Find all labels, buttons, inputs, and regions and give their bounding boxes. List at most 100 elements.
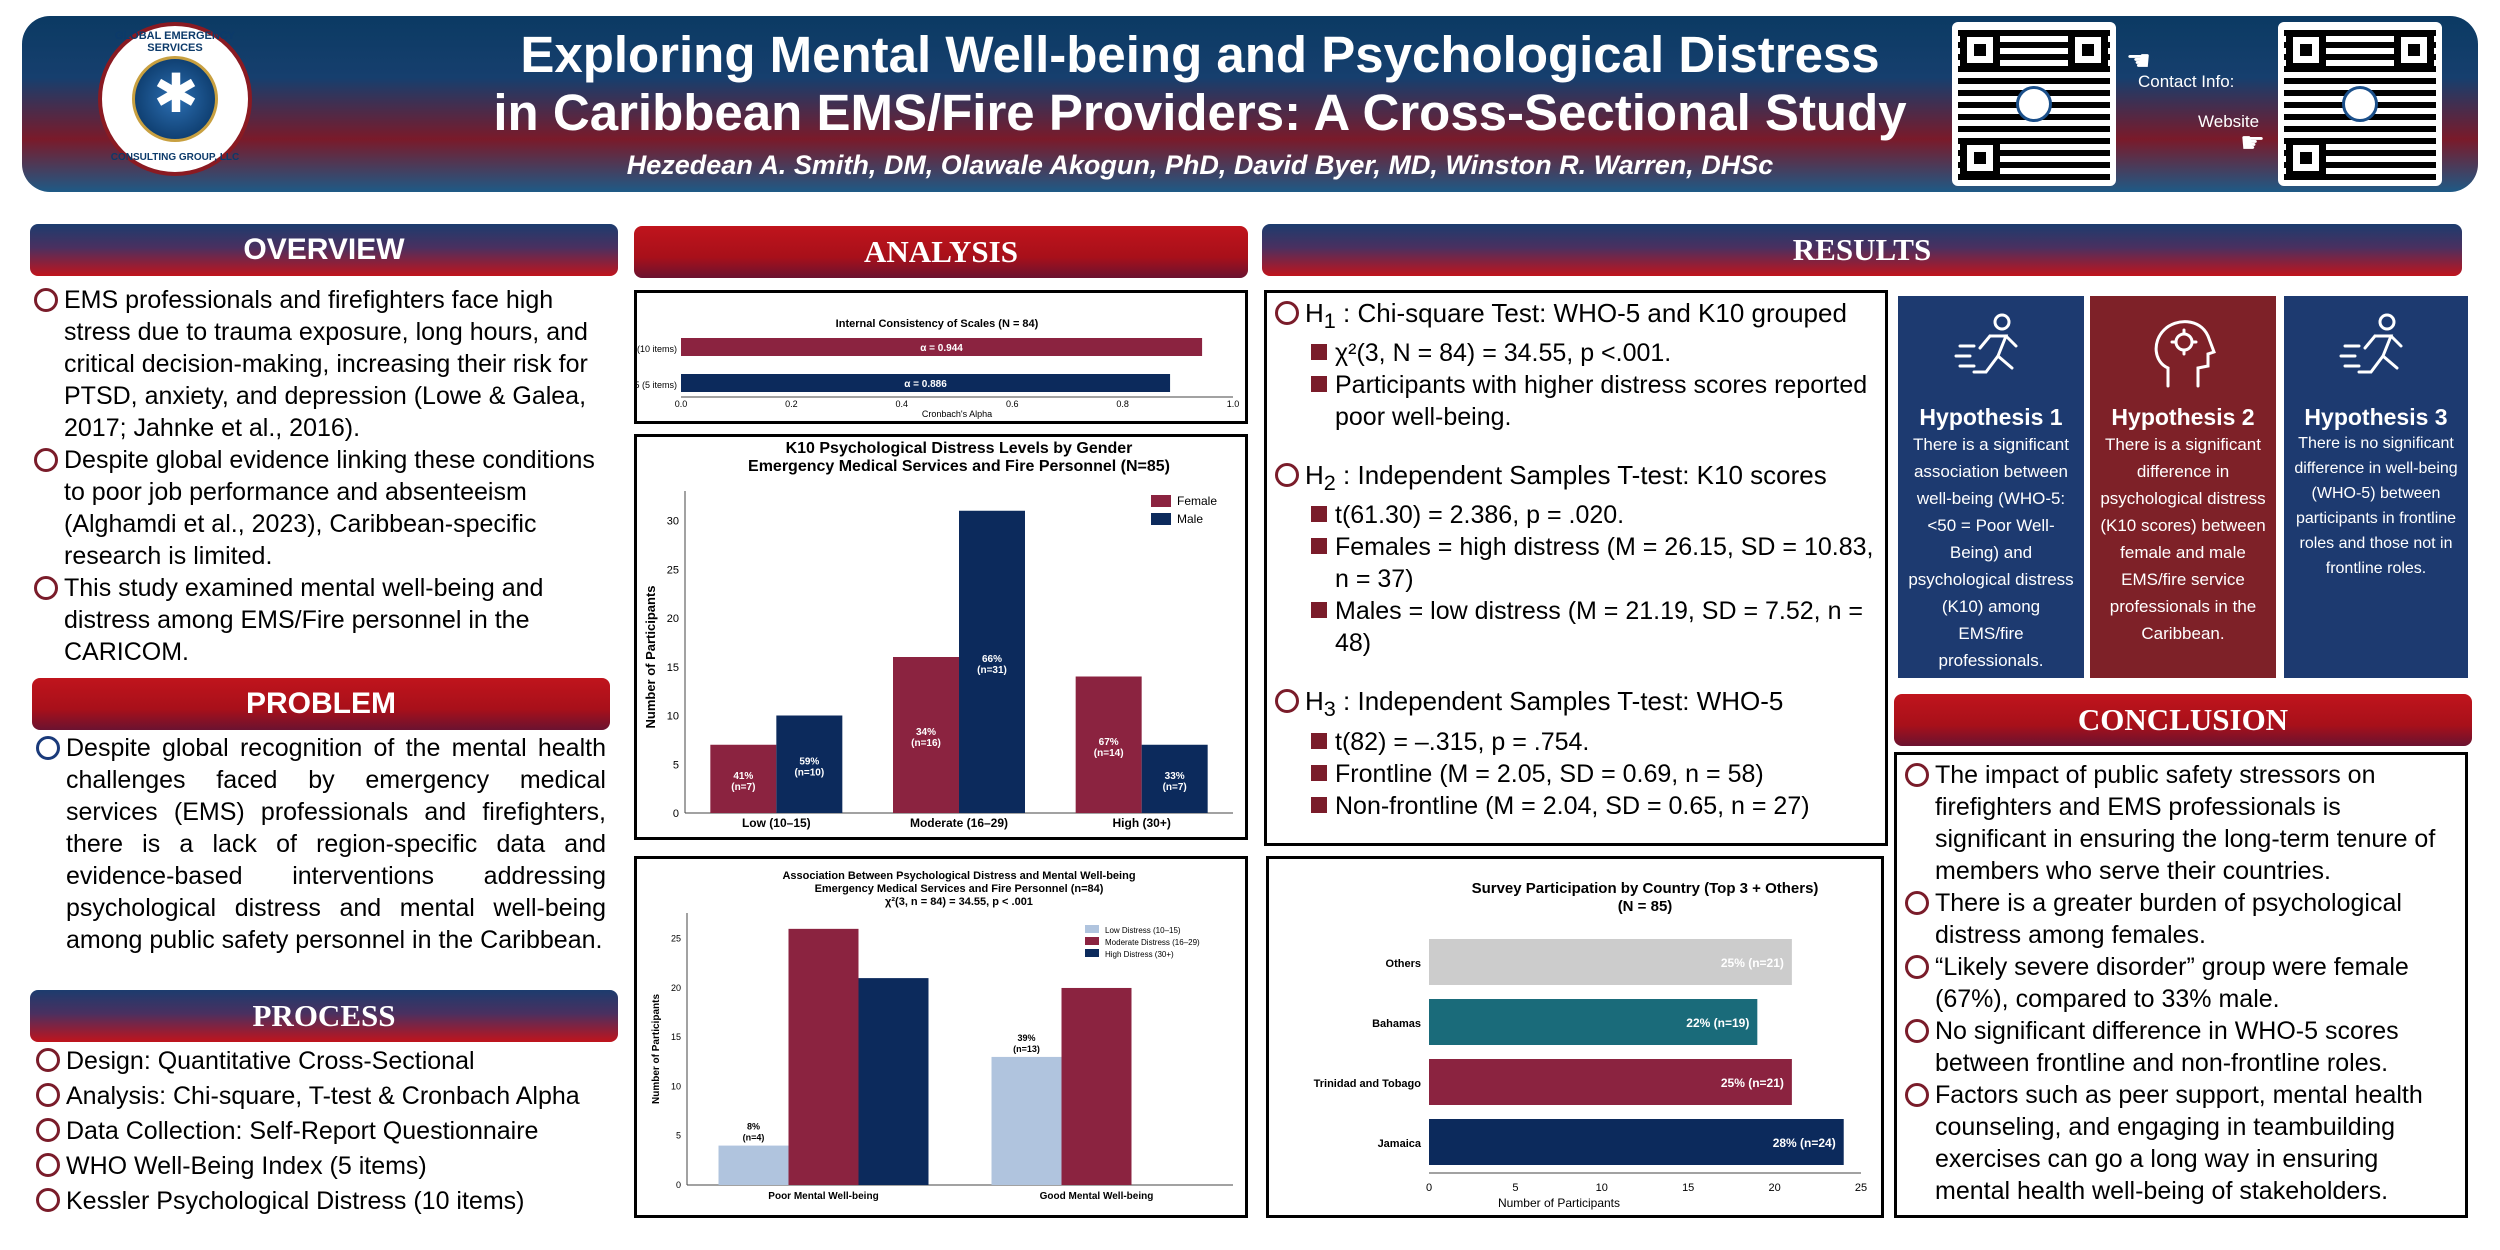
bar [1429,1119,1844,1165]
country-chart-panel: Survey Participation by Country (Top 3 +… [1266,856,1884,1218]
data-label: α = 0.944 [920,343,963,354]
data-label: 66% [982,654,1002,665]
list-item: The impact of public safety stressors on… [1905,759,2457,887]
bar [1429,939,1792,985]
legend-swatch [1085,949,1099,957]
y-tick-label: 0 [676,1180,681,1190]
hypothesis-card-1: Hypothesis 1 There is a significant asso… [1898,296,2084,678]
x-tick-label: 15 [1682,1182,1694,1194]
bar [681,374,1171,392]
chart-subtitle: Emergency Medical Services and Fire Pers… [815,883,1104,895]
bar [1141,744,1208,813]
category-label: K10 (10 items) [637,344,677,354]
legend-label: Female [1177,494,1217,508]
data-label: 59% [799,756,819,767]
problem-text-block: Despite global recognition of the mental… [36,732,606,956]
k10-gender-chart-panel: K10 Psychological Distress Levels by Gen… [634,434,1248,840]
chart-subtitle: (N = 85) [1618,898,1673,915]
website-label: Website [2198,112,2260,131]
list-item: Design: Quantitative Cross-Sectional [36,1044,622,1079]
x-tick-label: 0 [1426,1182,1432,1194]
overview-list: EMS professionals and firefighters face … [34,284,620,668]
pointing-hand-left-icon: ☚ [2126,45,2152,76]
list-item: “Likely severe disorder” group were fema… [1905,951,2457,1015]
authors: Hezedean A. Smith, DM, Olawale Akogun, P… [626,150,1774,180]
h3-result: H3 : Independent Samples T-test: WHO-5 [1275,685,1877,725]
title-line-2: in Caribbean EMS/Fire Providers: A Cross… [493,84,1907,141]
x-axis-label: Cronbach's Alpha [922,409,992,419]
x-tick-label: 0.8 [1116,399,1129,409]
y-tick-label: 15 [667,662,679,674]
hypothesis-card-3: Hypothesis 3 There is no significant dif… [2284,296,2468,678]
list-item: EMS professionals and firefighters face … [34,284,620,444]
analysis-heading: ANALYSIS [634,226,1248,278]
x-tick-label: 0.4 [896,399,909,409]
list-item: Males = low distress (M = 21.19, SD = 7.… [1305,595,1877,659]
x-axis-label: Number of Participants [1498,1196,1620,1210]
x-tick-label: 0.0 [675,399,688,409]
bar [681,338,1203,356]
website-qr-code[interactable] [2278,22,2442,186]
contact-info-label: Contact Info: [2138,72,2235,91]
logo-emblem [132,56,218,142]
data-label: 34% [916,727,936,738]
x-tick-label: 10 [1596,1182,1608,1194]
contact-qr-code[interactable] [1952,22,2116,186]
association-chart: Association Between Psychological Distre… [651,870,1233,1202]
data-label: 25% (n=21) [1721,1076,1784,1090]
chart-subtitle: Emergency Medical Services and Fire Pers… [748,458,1170,475]
y-tick-label: 20 [667,613,679,625]
legend-label: Male [1177,512,1203,526]
x-tick-label: 1.0 [1227,399,1240,409]
bar [893,657,959,813]
x-tick-label: High (30+) [1112,816,1170,830]
list-item: Frontline (M = 2.05, SD = 0.69, n = 58) [1305,758,1877,790]
category-label: Jamaica [1378,1138,1422,1150]
y-tick-label: 30 [667,516,679,528]
data-label: (n=16) [911,738,941,749]
legend-swatch [1085,925,1099,933]
hypothesis-name: Hypothesis 3 [2304,404,2448,430]
x-tick-label: 0.2 [785,399,798,409]
results-heading: RESULTS [1262,224,2462,276]
category-label: Others [1386,958,1421,970]
chart-title: Internal Consistency of Scales (N = 84) [836,318,1039,330]
y-tick-label: 20 [671,983,681,993]
y-axis-label: Number of Participants [651,994,662,1104]
association-chart-panel: Association Between Psychological Distre… [634,856,1248,1218]
h1-result: H1 : Chi-square Test: WHO-5 and K10 grou… [1275,297,1877,337]
legend-swatch [1085,937,1099,945]
star-of-life-icon: ✱ [153,64,199,124]
x-tick-label: 5 [1512,1182,1518,1194]
country-participation-chart: Survey Participation by Country (Top 3 +… [1314,880,1867,1210]
data-label: α = 0.886 [904,379,947,390]
list-item: Kessler Psychological Distress (10 items… [36,1184,622,1219]
data-label: (n=14) [1094,748,1124,759]
problem-text: Despite global recognition of the mental… [66,734,606,954]
bar [1429,999,1758,1045]
overview-heading: OVERVIEW [30,224,618,276]
mind-icon [2154,320,2216,388]
list-item: Non-frontline (M = 2.04, SD = 0.65, n = … [1305,790,1877,822]
x-tick-label: 0.6 [1006,399,1019,409]
data-label: 33% [1165,771,1185,782]
y-axis-label: Number of Participants [643,585,658,728]
poster-title: Exploring Mental Well-being and Psycholo… [470,26,1930,142]
list-item: χ²(3, N = 84) = 34.55, p <.001. [1305,337,1877,369]
legend-swatch [1151,495,1171,507]
x-tick-label: Poor Mental Well-being [768,1191,878,1202]
data-label: 28% (n=24) [1773,1136,1836,1150]
list-item: Females = high distress (M = 26.15, SD =… [1305,531,1877,595]
cronbach-chart-panel: Internal Consistency of Scales (N = 84) K… [610,290,1248,424]
y-tick-label: 10 [667,711,679,723]
category-label: Trinidad and Tobago [1314,1078,1422,1090]
data-label: (n=31) [977,665,1007,676]
chart-subtitle: χ²(3, n = 84) = 34.55, p < .001 [885,896,1033,908]
data-label: 41% [733,771,753,782]
runner-icon [1954,313,2018,374]
bar [718,1145,789,1185]
list-item: Data Collection: Self-Report Questionnai… [36,1114,622,1149]
data-label: 22% (n=19) [1686,1016,1749,1030]
category-label: WHO-5 (5 items) [637,380,677,390]
data-label: (n=10) [794,767,824,778]
